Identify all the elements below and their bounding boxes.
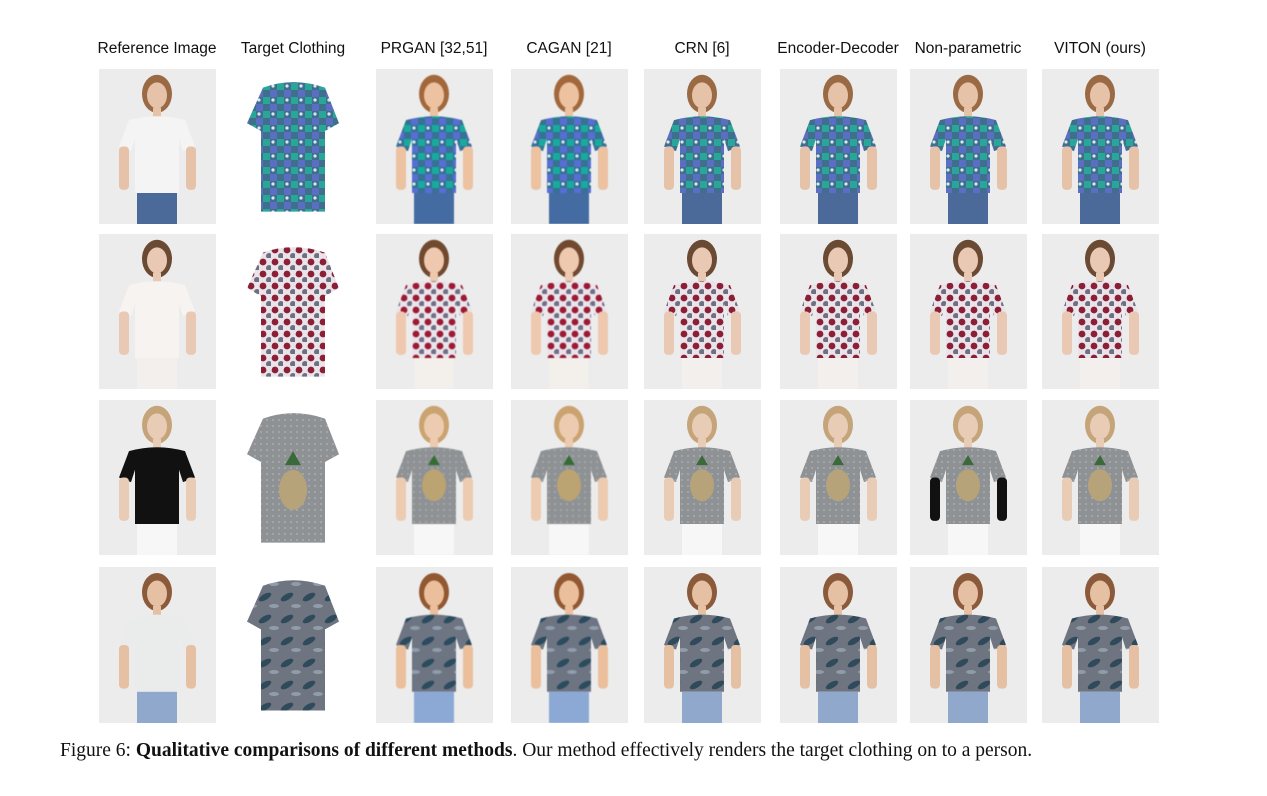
result-image-r1-nonparam	[909, 69, 1027, 224]
column-header-non-parametric: Non-parametric	[914, 40, 1022, 57]
result-image-r3-encdec	[779, 400, 897, 555]
result-image-r1-encdec	[779, 69, 897, 224]
result-image-r3-prgan	[375, 400, 493, 555]
result-image-r3-nonparam	[909, 400, 1027, 555]
result-image-r2-viton	[1041, 234, 1159, 389]
result-image-r3-viton	[1041, 400, 1159, 555]
result-image-r4-ref	[98, 567, 216, 723]
result-image-r1-cloth	[234, 69, 352, 224]
result-image-r4-prgan	[375, 567, 493, 723]
column-header-target-clothing: Target Clothing	[240, 40, 346, 57]
result-image-r4-encdec	[779, 567, 897, 723]
column-header-crn: CRN [6]	[674, 40, 730, 57]
result-image-r2-encdec	[779, 234, 897, 389]
result-image-r2-cagan	[510, 234, 628, 389]
result-image-r3-ref	[98, 400, 216, 555]
result-image-r4-viton	[1041, 567, 1159, 723]
column-header-prgan: PRGAN [32,51]	[380, 40, 488, 57]
result-image-r4-nonparam	[909, 567, 1027, 723]
result-image-r3-cloth	[234, 400, 352, 555]
column-header-viton: VITON (ours)	[1054, 40, 1146, 57]
result-image-r4-cloth	[234, 567, 352, 723]
result-image-r2-prgan	[375, 234, 493, 389]
column-header-cagan: CAGAN [21]	[526, 40, 612, 57]
result-image-r2-cloth	[234, 234, 352, 389]
caption-bold: Qualitative comparisons of different met…	[135, 740, 513, 761]
column-headers: Reference Image Target Clothing PRGAN [3…	[0, 40, 1267, 62]
result-image-r1-prgan	[375, 69, 493, 224]
figure-caption: Figure 6: Qualitative comparisons of dif…	[60, 740, 1240, 762]
column-header-encoder-decoder: Encoder-Decoder	[777, 40, 899, 57]
result-image-r2-crn	[643, 234, 761, 389]
caption-rest: . Our method effectively renders the tar…	[512, 740, 1033, 761]
result-image-r3-cagan	[510, 400, 628, 555]
result-image-r1-crn	[643, 69, 761, 224]
result-image-r4-crn	[643, 567, 761, 723]
caption-label: Figure 6:	[60, 740, 131, 761]
result-image-r1-cagan	[510, 69, 628, 224]
result-image-r2-ref	[98, 234, 216, 389]
result-image-r2-nonparam	[909, 234, 1027, 389]
column-header-reference-image: Reference Image	[97, 40, 217, 57]
result-image-r4-cagan	[510, 567, 628, 723]
result-image-r1-viton	[1041, 69, 1159, 224]
result-image-r1-ref	[98, 69, 216, 224]
result-image-r3-crn	[643, 400, 761, 555]
